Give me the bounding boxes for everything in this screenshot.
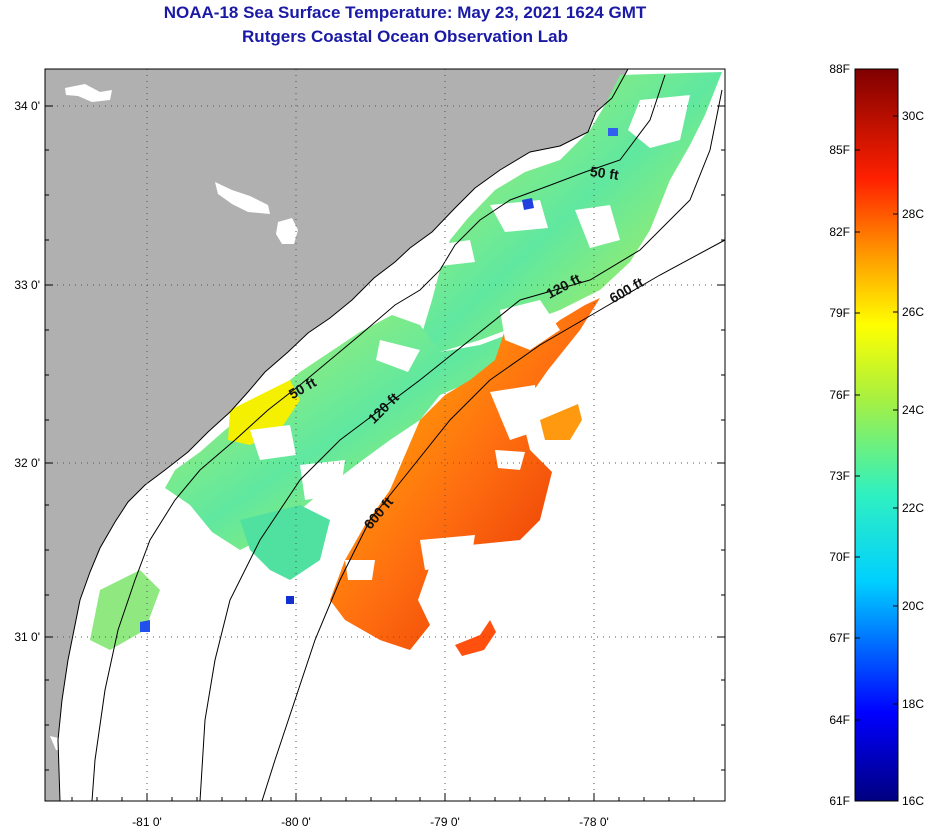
colorbar-c-label: 22C: [902, 501, 925, 515]
colorbar-c-label: 16C: [902, 794, 925, 808]
contour-600ft: [261, 239, 725, 801]
colorbar-f-label: 64F: [829, 713, 850, 727]
cloud-gap: [435, 240, 475, 266]
cloud-gap: [420, 535, 475, 570]
cold-pixel: [286, 596, 294, 604]
colorbar-f-label: 79F: [829, 306, 850, 320]
inland-water: [215, 182, 270, 214]
land-area: [45, 69, 628, 801]
lon-label-80: -80 0': [281, 815, 311, 829]
cloud-gap: [300, 460, 345, 500]
colorbar-c-label: 28C: [902, 207, 925, 221]
colorbar-c-label: 20C: [902, 599, 925, 613]
cold-pixel: [608, 128, 618, 136]
cold-pixel: [522, 198, 534, 210]
colorbar-f-label: 88F: [829, 62, 850, 76]
lat-label-31: 31 0': [14, 630, 40, 644]
lon-label-79: -79 0': [430, 815, 460, 829]
colorbar-f-label: 73F: [829, 469, 850, 483]
sst-green-patch: [240, 505, 330, 580]
colorbar-c-label: 26C: [902, 305, 925, 319]
sst-warm-patch: [540, 404, 582, 440]
lon-label-81: -81 0': [132, 815, 162, 829]
cloud-gap: [500, 300, 560, 350]
lat-label-33: 33 0': [14, 278, 40, 292]
colorbar-f-label: 67F: [829, 631, 850, 645]
colorbar-f-label: 70F: [829, 550, 850, 564]
colorbar-f-label: 61F: [829, 794, 850, 808]
cold-pixel: [140, 620, 150, 632]
colorbar-c-label: 24C: [902, 403, 925, 417]
map-subtitle: Rutgers Coastal Ocean Observation Lab: [242, 27, 568, 46]
contour-120ft: [199, 89, 723, 801]
colorbar-f-label: 85F: [829, 143, 850, 157]
sst-warm-patch: [455, 620, 496, 656]
colorbar: [854, 68, 899, 802]
colorbar-c-label: 18C: [902, 697, 925, 711]
map-title: NOAA-18 Sea Surface Temperature: May 23,…: [163, 3, 647, 22]
inland-water: [50, 736, 70, 752]
colorbar-f-label: 82F: [829, 225, 850, 239]
cloud-gap: [376, 340, 420, 372]
inland-water: [65, 84, 112, 102]
colorbar-ticks: [855, 68, 898, 802]
coastline: [57, 69, 629, 801]
cloud-gap: [345, 560, 375, 580]
sst-yellow-patch: [228, 380, 300, 445]
lat-label-34: 34 0': [14, 99, 40, 113]
colorbar-f-label: 76F: [829, 388, 850, 402]
inland-water: [276, 218, 298, 244]
grid: [45, 69, 725, 801]
cloud-gap: [575, 205, 620, 248]
sst-band-middle: [165, 315, 520, 550]
map-frame: [44, 68, 726, 802]
cloud-gap: [628, 95, 690, 148]
colorbar-c-label: 30C: [902, 109, 925, 123]
lon-label-78: -78 0': [579, 815, 609, 829]
lat-label-32: 32 0': [14, 456, 40, 470]
cloud-gap: [495, 450, 525, 470]
contour-50ft: [91, 74, 666, 801]
cloud-gap: [490, 385, 540, 440]
axis-ticks: [45, 105, 725, 801]
cloud-gap: [250, 425, 296, 460]
